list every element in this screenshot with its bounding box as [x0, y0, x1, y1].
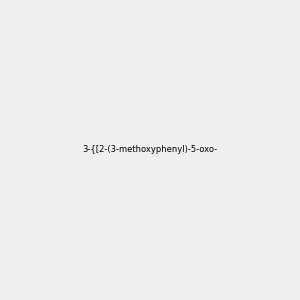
Text: 3-{[2-(3-methoxyphenyl)-5-oxo-: 3-{[2-(3-methoxyphenyl)-5-oxo-	[82, 146, 218, 154]
